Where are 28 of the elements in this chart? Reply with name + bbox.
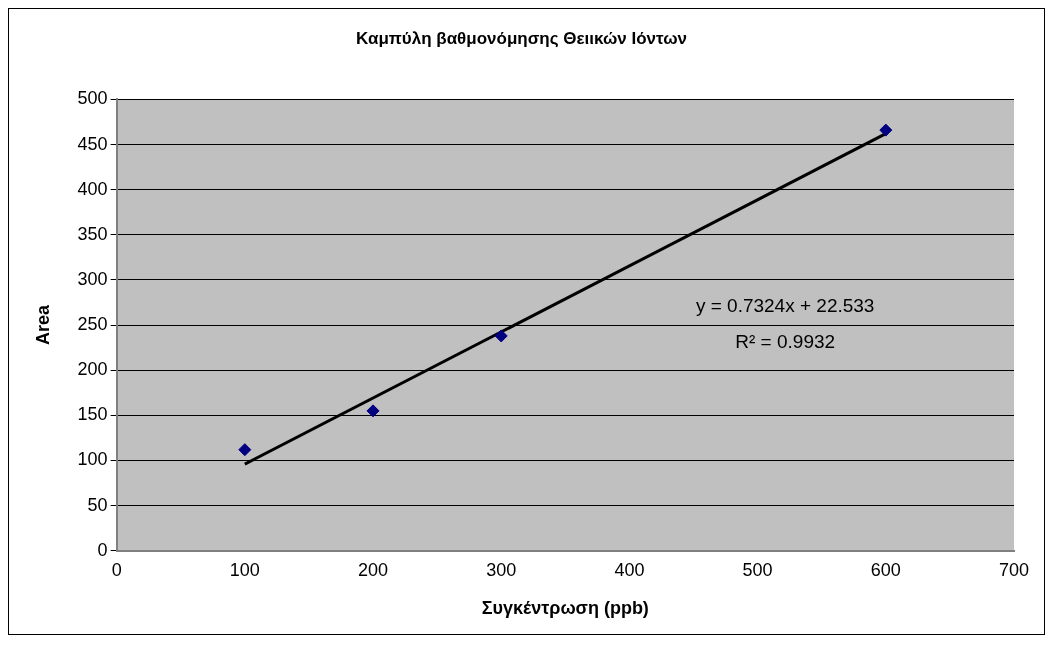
point [494, 329, 508, 343]
annotation: R² = 0.9932 [735, 331, 836, 353]
point [238, 443, 252, 457]
y-tick-label: 50 [87, 494, 108, 515]
x-tick-label: 300 [486, 559, 517, 580]
y-tick-label: 350 [77, 223, 108, 244]
point [879, 123, 893, 137]
x-axis-title: Συγκέντρωση (ppb) [481, 598, 649, 619]
x-tick-label: 100 [229, 559, 260, 580]
y-tick-label: 100 [77, 449, 108, 470]
x-tick-label: 700 [998, 559, 1030, 580]
y-tick-label: 250 [77, 314, 108, 335]
chart-title: Καμπύλη βαθμονόμησης Θειικών Ιόντων [356, 28, 687, 48]
y-tick-label: 400 [77, 178, 108, 199]
x-tick-label: 500 [742, 559, 773, 580]
y-tick-label: 200 [77, 359, 108, 380]
point [366, 404, 380, 418]
x-tick-label: 0 [111, 559, 122, 580]
y-tick-label: 500 [77, 88, 108, 109]
y-tick-label: 300 [77, 268, 108, 289]
y-tick-label: 450 [77, 133, 108, 154]
x-tick-label: 600 [870, 559, 901, 580]
y-tick-label: 0 [97, 539, 108, 560]
x-tick-label: 200 [358, 559, 389, 580]
x-tick-label: 400 [614, 559, 645, 580]
annotation: y = 0.7324x + 22.533 [695, 295, 875, 317]
y-tick-label: 150 [77, 404, 108, 425]
y-axis-title: Area [32, 304, 53, 346]
